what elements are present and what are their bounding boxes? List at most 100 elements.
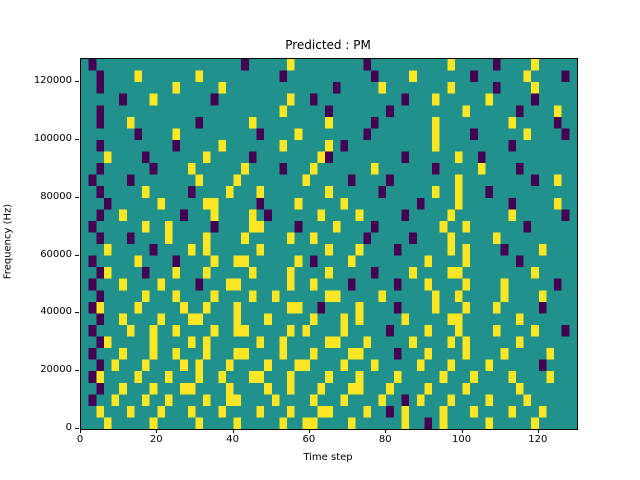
heatmap-cell-high <box>241 232 249 244</box>
heatmap-cell-low <box>248 151 257 164</box>
heatmap-cell-low <box>378 186 387 198</box>
heatmap-cell-high <box>164 220 173 233</box>
heatmap-cell-low <box>195 116 204 129</box>
heatmap-cell-high <box>302 324 310 337</box>
heatmap-cell-high <box>508 116 516 129</box>
heatmap-cell-low <box>88 301 97 314</box>
heatmap-cell-high <box>119 278 127 291</box>
heatmap-cell-high <box>355 382 364 395</box>
heatmap-cell-low <box>401 394 410 406</box>
heatmap-cell-high <box>157 405 165 418</box>
heatmap-cell-high <box>119 382 127 395</box>
heatmap-cell-high <box>233 324 242 337</box>
heatmap-cell-high <box>370 359 379 372</box>
heatmap-cell-high <box>126 116 135 129</box>
heatmap-cell-low <box>538 301 547 314</box>
heatmap-cell-low <box>508 139 516 152</box>
heatmap-cell-high <box>302 359 310 372</box>
heatmap-cell-high <box>363 405 371 418</box>
heatmap-cell-low <box>256 197 265 210</box>
heatmap-cell-high <box>264 359 272 372</box>
heatmap-cell-high <box>187 336 196 349</box>
heatmap-cell-high <box>454 197 463 210</box>
heatmap-cell-high <box>447 394 455 406</box>
heatmap-cell-high <box>241 255 249 268</box>
heatmap-cell-high <box>279 348 288 360</box>
heatmap-cell-low <box>126 232 135 244</box>
y-tick-mark <box>75 196 79 198</box>
heatmap-cell-low <box>88 348 97 360</box>
heatmap-cell-high <box>309 394 318 406</box>
heatmap-cell-low <box>180 209 188 221</box>
heatmap-cell-high <box>103 267 112 279</box>
heatmap-cell-high <box>439 405 448 418</box>
heatmap-cell-high <box>172 290 181 302</box>
heatmap-cell-low <box>561 128 570 140</box>
heatmap-cell-high <box>439 417 448 429</box>
heatmap-cell-high <box>103 244 112 256</box>
heatmap-cell-high <box>523 128 532 140</box>
heatmap-cell-low <box>325 105 333 117</box>
heatmap-cell-high <box>248 371 257 383</box>
heatmap-cell-low <box>96 232 104 244</box>
heatmap-cell-high <box>317 151 326 164</box>
heatmap-cell-low <box>96 116 104 129</box>
heatmap-cell-low <box>554 278 562 291</box>
heatmap-cell-high <box>401 313 410 325</box>
heatmap-cell-low <box>96 186 104 198</box>
heatmap-cell-high <box>393 371 402 383</box>
heatmap-cell-high <box>233 313 242 325</box>
heatmap-cell-high <box>462 301 471 314</box>
heatmap-cell-low <box>142 151 150 164</box>
heatmap-cell-high <box>363 336 371 349</box>
heatmap-cell-high <box>142 290 150 302</box>
heatmap-cell-high <box>203 244 211 256</box>
heatmap-plot-area <box>80 58 578 430</box>
heatmap-cell-high <box>203 151 211 164</box>
heatmap-cell-high <box>172 348 181 360</box>
heatmap-cell-high <box>233 301 242 314</box>
heatmap-cell-high <box>470 371 478 383</box>
heatmap-cell-high <box>355 209 364 221</box>
heatmap-cell-low <box>424 417 433 429</box>
x-tick-label: 120 <box>528 434 548 445</box>
heatmap-cell-low <box>96 105 104 117</box>
heatmap-cell-high <box>515 382 524 395</box>
y-tick-label: 120000 <box>33 75 72 87</box>
heatmap-cell-high <box>172 324 181 337</box>
heatmap-cell-high <box>187 313 196 325</box>
heatmap-cell-high <box>195 313 204 325</box>
heatmap-cell-low <box>493 59 501 71</box>
heatmap-cell-high <box>241 348 249 360</box>
heatmap-cell-high <box>233 174 242 187</box>
heatmap-cell-high <box>325 139 333 152</box>
heatmap-cell-high <box>424 278 433 291</box>
heatmap-cell-high <box>134 70 143 83</box>
heatmap-cell-low <box>149 163 158 175</box>
heatmap-cell-high <box>309 278 318 291</box>
heatmap-cell-high <box>508 371 516 383</box>
heatmap-cell-high <box>287 324 295 337</box>
heatmap-cell-high <box>462 105 471 117</box>
heatmap-cell-high <box>187 163 196 175</box>
heatmap-cell-low <box>88 371 97 383</box>
heatmap-cell-low <box>126 174 135 187</box>
heatmap-cell-high <box>302 174 310 187</box>
heatmap-cell-high <box>386 382 394 395</box>
heatmap-cell-low <box>386 174 394 187</box>
heatmap-cell-low <box>96 163 104 175</box>
y-tick-mark <box>75 370 79 372</box>
heatmap-cell-low <box>96 267 104 279</box>
heatmap-cell-high <box>332 336 341 349</box>
heatmap-cell-high <box>348 255 356 268</box>
heatmap-cell-high <box>325 186 333 198</box>
heatmap-cell-high <box>493 232 501 244</box>
heatmap-cell-low <box>386 105 394 117</box>
heatmap-cell-low <box>195 278 204 291</box>
heatmap-cell-high <box>233 278 242 291</box>
heatmap-cell-low <box>309 93 318 106</box>
heatmap-cell-high <box>309 163 318 175</box>
heatmap-cell-high <box>287 371 295 383</box>
heatmap-cell-low <box>96 209 104 221</box>
heatmap-cell-high <box>210 255 219 268</box>
